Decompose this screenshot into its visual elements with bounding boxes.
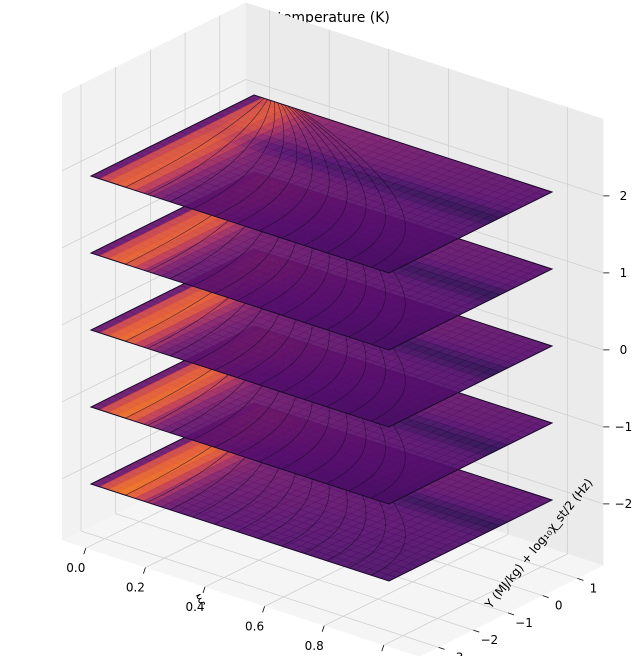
x-tick-mark xyxy=(321,625,325,632)
contour-line xyxy=(290,106,348,246)
contour-line xyxy=(300,110,406,268)
surface-layers xyxy=(89,94,554,582)
y-tick-label: 0 xyxy=(555,599,563,613)
z-tick-label: −1 xyxy=(615,420,633,434)
surface-layer xyxy=(89,94,554,274)
gridline-z-back xyxy=(245,79,604,197)
contour-line xyxy=(297,108,386,261)
y-tick-label: −3 xyxy=(446,650,464,656)
contour-line xyxy=(236,103,298,224)
x-tick-label: 0.8 xyxy=(305,639,324,653)
x-tick-mark xyxy=(83,548,87,555)
x-tick-label: 0.4 xyxy=(185,600,204,614)
y-tick-mark xyxy=(438,646,445,650)
contour-line xyxy=(281,105,330,239)
y-tick-mark xyxy=(507,612,515,616)
y-tick-label: 1 xyxy=(590,581,598,595)
gridline-z-left xyxy=(61,79,246,172)
gridline-y-floor xyxy=(80,530,439,648)
gridline-y-floor xyxy=(115,513,474,631)
contour-line xyxy=(294,107,367,253)
y-tick-mark xyxy=(473,629,480,633)
contour-line xyxy=(192,101,276,210)
x-tick-mark xyxy=(143,567,146,574)
y-tick-mark xyxy=(542,595,549,599)
x-tick-mark xyxy=(381,645,385,652)
x-tick-label: 0.2 xyxy=(126,581,145,595)
y-tick-label: −1 xyxy=(515,616,533,630)
x-axis-label: ξ xyxy=(194,592,206,608)
contour-line xyxy=(169,100,272,202)
gridline-x-floor xyxy=(383,553,568,646)
contour-line xyxy=(259,104,313,232)
y-tick-label: −2 xyxy=(480,633,498,647)
gridline-x-floor xyxy=(324,534,509,627)
contour-line xyxy=(125,98,265,188)
z-tick-label: 1 xyxy=(620,266,628,280)
x-tick-label: 0.0 xyxy=(66,561,85,575)
contour-line xyxy=(147,99,268,195)
x-tick-label: 0.6 xyxy=(245,619,264,633)
contour-line xyxy=(214,102,285,217)
z-tick-label: −2 xyxy=(615,497,633,511)
layer-outline xyxy=(89,94,554,274)
y-tick-mark xyxy=(577,578,584,581)
z-tick-label: 0 xyxy=(620,343,628,357)
z-tick-label: 2 xyxy=(620,189,628,203)
x-tick-mark xyxy=(202,586,206,594)
x-tick-mark xyxy=(262,606,265,613)
